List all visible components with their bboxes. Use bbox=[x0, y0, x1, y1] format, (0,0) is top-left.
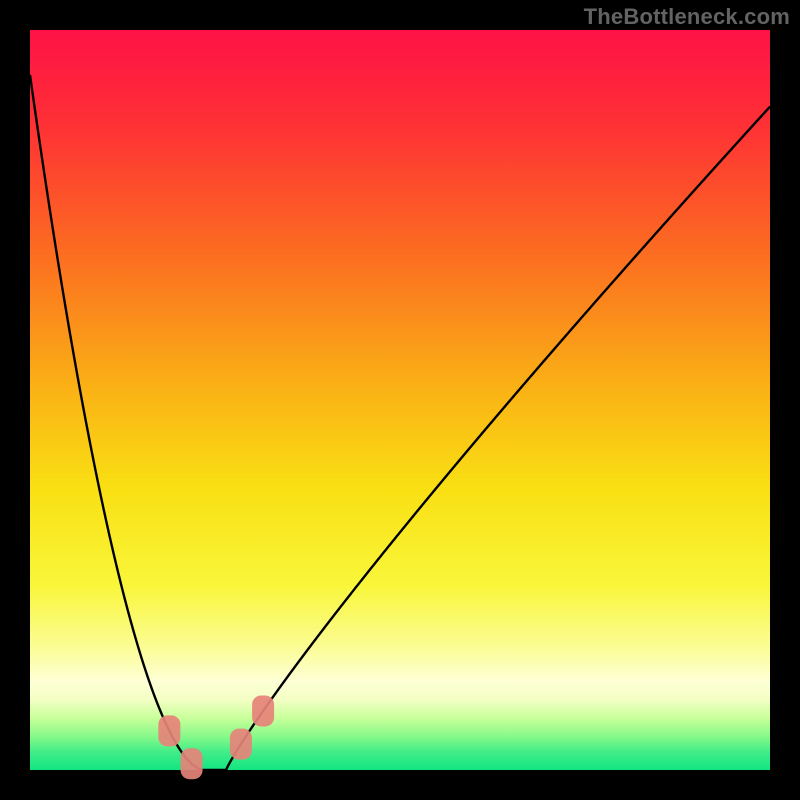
threshold-marker-left-1 bbox=[181, 748, 203, 779]
watermark-text: TheBottleneck.com bbox=[584, 4, 790, 30]
bottleneck-chart bbox=[0, 0, 800, 800]
threshold-marker-right-0 bbox=[252, 695, 274, 726]
chart-container: TheBottleneck.com bbox=[0, 0, 800, 800]
threshold-marker-left-0 bbox=[158, 715, 180, 746]
threshold-marker-right-1 bbox=[230, 729, 252, 760]
